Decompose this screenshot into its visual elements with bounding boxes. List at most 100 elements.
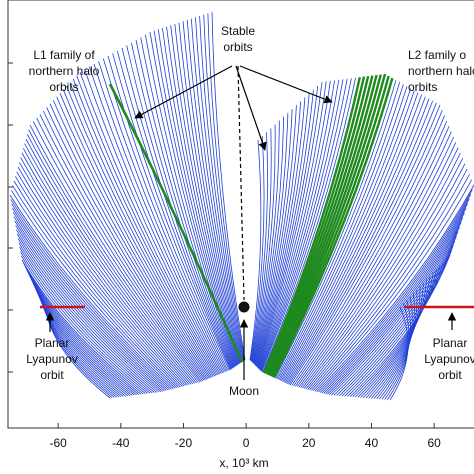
halo-orbit [17,166,185,387]
stable-orbit [108,83,244,363]
annotation: orbits [408,80,437,94]
halo-orbit [20,255,146,395]
halo-orbit [258,80,331,370]
annotation: orbit [438,368,462,382]
halo-orbit [18,162,187,386]
stable-orbit [264,76,366,374]
halo-orbit [211,11,246,361]
halo-orbit [333,226,460,396]
halo-orbit [325,208,467,395]
halo-orbit [107,55,229,371]
halo-orbit [262,77,356,373]
annotation: orbits [223,40,252,54]
x-tick-label: 0 [243,436,250,450]
halo-orbit [10,199,172,390]
halo-orbit [256,93,310,367]
halo-orbit [79,71,221,375]
halo-orbit [26,269,137,396]
halo-orbit [318,189,473,393]
halo-orbit [249,139,262,361]
halo-orbit [298,131,452,388]
halo-orbit [13,180,179,388]
halo-orbit [39,114,205,381]
halo-orbit [357,265,441,398]
halo-orbit [186,19,242,363]
halo-orbit [26,134,197,384]
halo-orbit [130,42,233,369]
halo-orbit [341,240,456,397]
halo-orbit [251,128,272,362]
halo-orbit [135,39,234,369]
halo-orbit [66,85,216,377]
plot-frame [7,0,474,429]
halo-orbit [321,198,470,394]
halo-orbit [259,80,335,370]
annotation: Lyapunov [26,352,78,366]
halo-orbit [23,262,142,395]
halo-orbit [32,121,202,382]
halo-orbit [260,78,348,372]
halo-orbit [284,96,426,383]
halo-orbit [76,75,220,375]
annotation: L2 family o [408,48,466,62]
halo-orbit [314,179,473,392]
halo-orbit [260,79,344,371]
halo-orbit [278,86,408,380]
halo-orbit [275,82,401,379]
halo-orbit [182,21,241,364]
halo-orbit [178,22,241,364]
halo-orbit [18,242,153,394]
halo-orbit [295,120,448,387]
halo-orbit [312,174,470,392]
halo-orbit [336,231,459,396]
stable-orbit [266,75,374,376]
halo-orbit [257,85,319,368]
halo-orbit [195,17,243,362]
x-tick-label: -60 [49,436,67,450]
halo-orbit [252,120,280,363]
halo-orbit [144,34,235,368]
halo-orbit [250,136,265,361]
orbit-families [9,11,474,401]
halo-orbit [121,47,232,370]
halo-orbit [88,66,224,374]
halo-orbit [153,30,237,367]
halo-orbit [56,96,211,378]
halo-orbit [46,107,207,380]
annotation: Stable [221,24,255,38]
x-axis-label: x, 10³ km [219,456,268,470]
halo-orbit [255,97,306,366]
halo-orbit [250,132,268,362]
halo-orbit [21,152,190,385]
annotation: orbit [40,368,64,382]
halo-orbit [305,152,461,390]
halo-orbit [72,78,218,376]
halo-orbit [29,275,133,396]
halo-orbit [28,129,199,383]
halo-orbit [291,110,443,386]
halo-orbit [62,89,214,377]
halo-orbit [24,266,140,395]
halo-orbit [303,147,459,389]
x-tick-label: 60 [427,436,441,450]
stable-orbit [262,76,361,374]
halo-orbit [285,98,430,384]
halo-orbit [59,93,213,378]
halo-orbit [112,53,230,371]
halo-orbit [253,112,289,364]
annotation: northern halo [408,64,474,78]
stable-orbit [267,74,378,376]
halo-orbit [287,100,434,385]
halo-orbit [24,143,194,385]
halo-orbit [319,194,472,393]
y-axis-ticks [8,62,13,373]
halo-orbit [259,79,340,371]
halo-orbit [17,238,155,393]
halo-orbit [309,163,466,391]
halo-orbit [16,171,183,387]
halo-orbit [14,176,181,388]
annotation: Lyapunov [424,352,474,366]
halo-orbit [296,126,450,388]
annotation: L1 family of [33,48,95,62]
